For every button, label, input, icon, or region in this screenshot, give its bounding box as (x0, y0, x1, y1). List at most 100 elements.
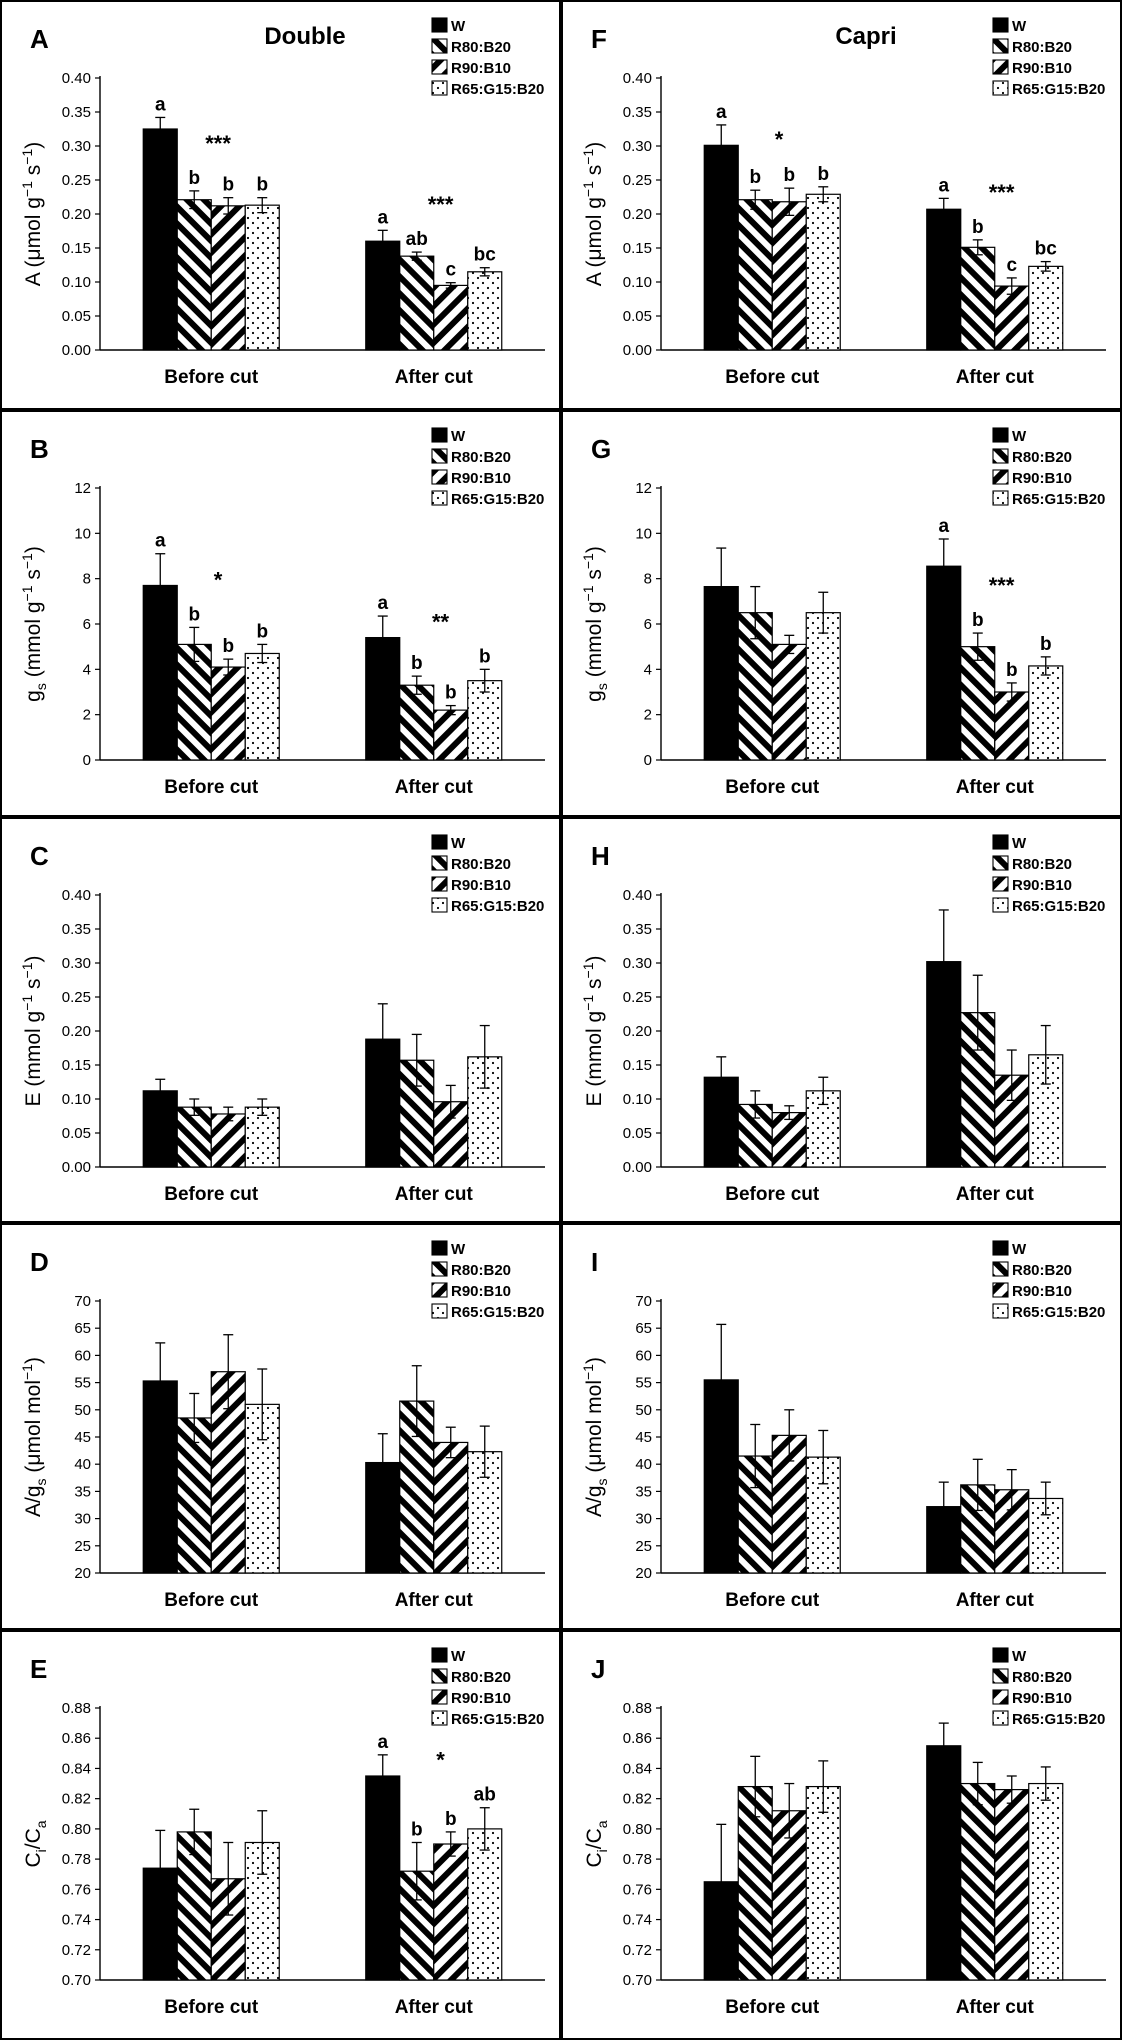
significance-letter: ab (406, 229, 428, 250)
bar-r80-b20 (399, 684, 435, 761)
category-label: After cut (956, 1184, 1035, 1205)
y-tick-label: 0.00 (62, 1159, 91, 1176)
y-tick-label: 0.80 (623, 1821, 652, 1838)
legend-label: R80:B20 (451, 39, 511, 56)
significance-letter: b (188, 604, 200, 625)
category-label: After cut (395, 1590, 474, 1611)
panel-frame (0, 817, 561, 1223)
panel-letter: H (591, 841, 610, 871)
significance-stars: * (214, 567, 223, 592)
category-label: After cut (395, 777, 474, 798)
legend-label: R90:B10 (451, 1690, 511, 1707)
legend-swatch (431, 38, 448, 54)
y-label-sup: −1 (580, 585, 596, 601)
legend-label: R65:G15:B20 (1012, 898, 1105, 915)
y-tick-label: 0.15 (62, 240, 91, 257)
panel-frame (561, 1223, 1122, 1630)
significance-letter: a (377, 1732, 388, 1753)
significance-letter: b (972, 610, 984, 631)
cultivar-title: Double (264, 23, 345, 50)
y-tick-label: 0.78 (62, 1851, 91, 1868)
y-tick-label: 8 (83, 571, 91, 588)
legend-swatch (431, 1689, 448, 1705)
legend-label: R90:B10 (451, 1283, 511, 1300)
significance-letter: a (938, 516, 949, 537)
y-label-text: ) (583, 956, 606, 963)
category-label: After cut (395, 367, 474, 388)
panel-letter: G (591, 434, 611, 464)
significance-letter: b (222, 175, 234, 196)
legend-swatch (992, 1668, 1009, 1684)
y-label-text: g (583, 690, 606, 702)
legend-swatch (992, 897, 1009, 913)
panel-frame (561, 1630, 1122, 2040)
category-label: Before cut (164, 1997, 259, 2018)
y-tick-label: 0.70 (62, 1972, 91, 1989)
bar-r80-b20 (176, 1106, 212, 1168)
y-tick-label: 8 (644, 571, 652, 588)
y-label-sub: s (33, 683, 49, 690)
panel-h: H 0.00 0.05 0.10 0.15 0.20 0.25 0.30 0.35 0.40 E (… (561, 817, 1122, 1223)
legend-swatch (431, 1240, 448, 1256)
cultivar-title: Capri (835, 23, 896, 50)
y-tick-label: 0.10 (62, 1091, 91, 1108)
bar-r65-g15-b20 (467, 1828, 503, 1981)
legend-label: R90:B10 (1012, 1690, 1072, 1707)
category-label: Before cut (725, 1590, 820, 1611)
significance-stars: *** (989, 573, 1015, 598)
y-axis-label: E (mmol g−1 s−1) (580, 956, 606, 1107)
y-tick-label: 0.40 (62, 70, 91, 87)
legend-swatch (992, 490, 1009, 506)
y-label-text: ) (22, 546, 45, 553)
bar-r90-b10 (210, 666, 246, 761)
y-label-sup: −1 (580, 553, 596, 569)
y-tick-label: 0.76 (623, 1881, 652, 1898)
panel-letter: F (591, 24, 607, 54)
significance-stars: *** (989, 180, 1015, 205)
y-label-sub: i (33, 1849, 49, 1852)
legend-label: R90:B10 (451, 877, 511, 894)
significance-letter: b (256, 621, 268, 642)
y-tick-label: 0.82 (62, 1791, 91, 1808)
legend-label: W (451, 1648, 466, 1665)
significance-stars: * (436, 1748, 445, 1773)
bar-r65-g15-b20 (1028, 265, 1064, 351)
y-tick-label: 0.35 (623, 104, 652, 121)
y-tick-label: 0.10 (623, 274, 652, 291)
significance-letter: b (445, 1809, 457, 1830)
legend-label: R90:B10 (451, 470, 511, 487)
legend-swatch (992, 855, 1009, 871)
bar-r80-b20 (176, 1831, 212, 1981)
bar-r90-b10 (771, 1111, 807, 1168)
y-label-sub: a (33, 1820, 49, 1828)
y-tick-label: 4 (83, 661, 91, 678)
y-label-sub: s (594, 1478, 610, 1485)
legend-swatch (992, 834, 1009, 850)
legend-label: R80:B20 (1012, 1669, 1072, 1686)
legend-swatch (992, 469, 1009, 485)
y-label-sup: −1 (19, 1364, 35, 1380)
significance-letter: b (1040, 634, 1052, 655)
y-tick-label: 0.86 (623, 1730, 652, 1747)
bar-r65-g15-b20 (467, 680, 503, 761)
legend-label: W (1012, 835, 1027, 852)
y-tick-label: 0.00 (62, 342, 91, 359)
panel-letter: B (30, 434, 49, 464)
y-tick-label: 50 (635, 1402, 652, 1419)
legend-swatch (431, 80, 448, 96)
y-tick-label: 0.20 (623, 206, 652, 223)
legend-swatch (992, 427, 1009, 443)
bar-r90-b10 (433, 284, 469, 351)
legend-label: R65:G15:B20 (451, 898, 544, 915)
significance-letter: b (445, 683, 457, 704)
y-label-text: ) (22, 956, 45, 963)
panel-letter: E (30, 1654, 47, 1684)
legend-label: W (451, 835, 466, 852)
legend-swatch (992, 1689, 1009, 1705)
panel-letter: I (591, 1247, 598, 1277)
significance-stars: *** (428, 192, 454, 217)
bar-r65-g15-b20 (1028, 665, 1064, 761)
legend-swatch (431, 1710, 448, 1726)
y-axis-label: A (μmol g−1 s−1) (19, 142, 45, 286)
bar-r65-g15-b20 (805, 1785, 841, 1981)
